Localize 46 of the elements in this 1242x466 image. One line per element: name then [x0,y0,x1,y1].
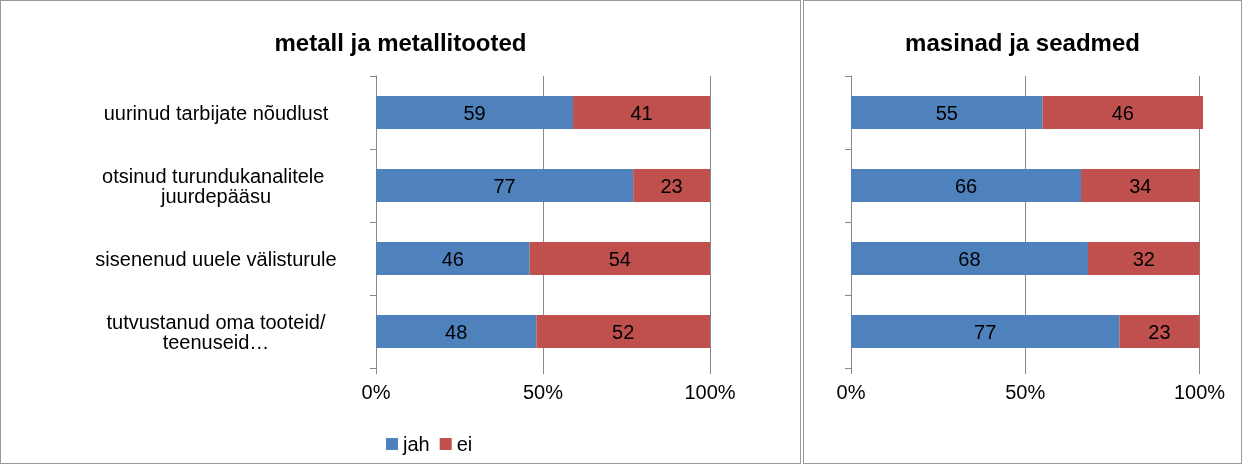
data-label: 34 [1129,174,1152,197]
y-tick-label: uurinud tarbijate nõudlust [103,101,329,124]
data-label: 59 [463,101,486,124]
x-tick-label: 50% [522,381,564,403]
data-label: 55 [935,101,958,124]
bar [851,96,1043,129]
data-label: 46 [1111,101,1134,124]
legend-label: jah [402,433,430,455]
chart-title: metall ja metallitooted [274,28,527,56]
data-label: 77 [493,174,516,197]
bar [573,96,710,129]
bar [376,242,530,275]
bar [1119,315,1200,348]
data-label: 52 [612,320,635,343]
y-tick-label: tutvustanud oma tooteid/teenuseid… [106,310,326,353]
data-label: 68 [958,247,981,270]
bar [529,242,710,275]
y-tick-label: otsinud turundukanalitele juurdepääsu [102,164,330,207]
y-tick-label: sisenenud uuele välisturule [95,247,337,270]
data-label: 46 [441,247,464,270]
bar [851,315,1120,348]
bar [376,96,574,129]
data-label: 41 [630,101,653,124]
x-tick-label: 0% [361,381,391,403]
x-tick-label: 50% [1005,381,1046,403]
data-label: 48 [445,320,468,343]
legend-label: ei [456,433,473,455]
data-label: 23 [1148,320,1171,343]
bar [1042,96,1203,129]
bar [376,315,537,348]
data-label: 32 [1132,247,1155,270]
bar [633,169,710,202]
x-tick-label: 0% [836,381,866,403]
data-label: 66 [954,174,978,197]
bar [536,315,710,348]
bar [376,169,634,202]
chart-title: masinad ja seadmed [905,28,1140,56]
bar [1087,242,1200,275]
bar [851,242,1088,275]
data-label: 23 [660,174,683,197]
data-label: 77 [974,320,997,343]
x-tick-label: 100% [1173,381,1226,403]
bar [1081,169,1200,202]
bar [851,169,1082,202]
x-tick-label: 100% [684,381,736,403]
data-label: 54 [608,247,631,270]
